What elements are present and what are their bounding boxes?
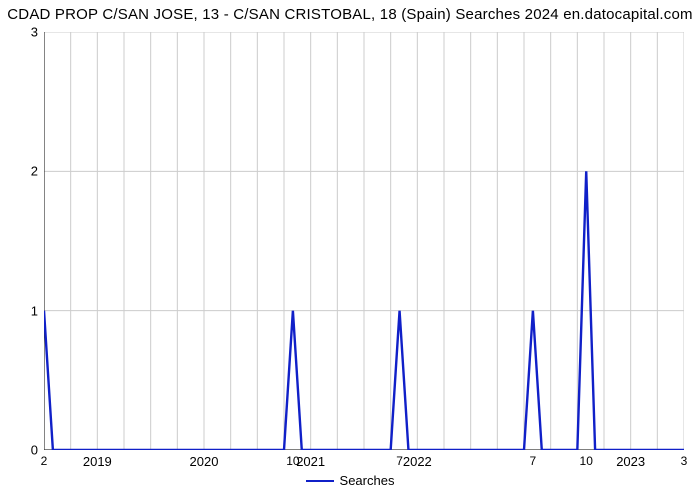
point-label: 3	[681, 454, 688, 468]
x-year-label: 2021	[296, 454, 325, 469]
x-year-label: 2020	[190, 454, 219, 469]
x-year-label: 2019	[83, 454, 112, 469]
point-label: 7	[396, 454, 403, 468]
y-tick-label: 0	[31, 443, 38, 458]
y-tick-label: 1	[31, 303, 38, 318]
chart-title: CDAD PROP C/SAN JOSE, 13 - C/SAN CRISTOB…	[0, 6, 700, 23]
x-year-label: 2022	[403, 454, 432, 469]
x-year-label: 2023	[616, 454, 645, 469]
point-label: 7	[530, 454, 537, 468]
y-tick-label: 2	[31, 164, 38, 179]
y-tick-label: 3	[31, 25, 38, 40]
plot-area: 01232019202020212022202321077103	[44, 32, 684, 450]
point-label: 10	[580, 454, 593, 468]
legend-label: Searches	[340, 473, 395, 488]
legend-swatch	[306, 480, 334, 482]
point-label: 2	[41, 454, 48, 468]
point-label: 10	[286, 454, 299, 468]
chart-container: CDAD PROP C/SAN JOSE, 13 - C/SAN CRISTOB…	[0, 0, 700, 500]
chart-svg	[44, 32, 684, 450]
legend: Searches	[0, 472, 700, 488]
